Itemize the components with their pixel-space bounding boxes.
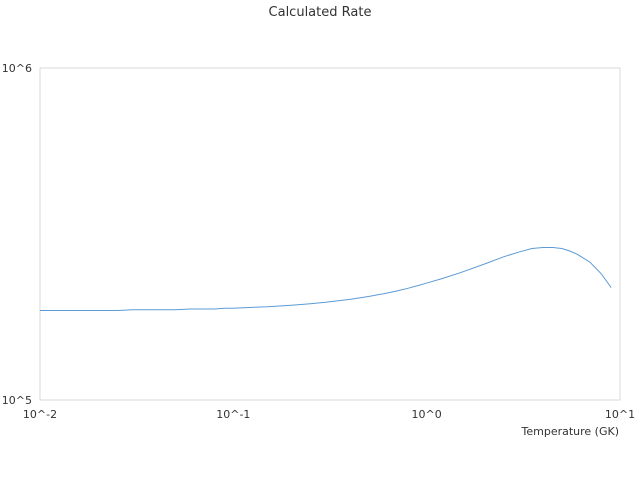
chart-title: Calculated Rate xyxy=(269,5,372,20)
x-tick-label: 10^-1 xyxy=(216,408,250,421)
y-tick-labels: 10^5 10^6 xyxy=(2,62,32,407)
series-layer xyxy=(40,246,612,312)
x-tick-label: 10^-2 xyxy=(23,408,57,421)
x-axis-title: Temperature (GK) xyxy=(521,425,620,438)
x-tick-label: 10^0 xyxy=(412,408,442,421)
series-line xyxy=(40,246,612,312)
x-tick-label: 10^1 xyxy=(605,408,635,421)
y-tick-label: 10^6 xyxy=(2,62,32,75)
plot-area-border xyxy=(39,67,621,401)
y-tick-label: 10^5 xyxy=(2,394,32,407)
x-tick-labels: 10^-2 10^-1 10^0 10^1 xyxy=(23,408,635,421)
